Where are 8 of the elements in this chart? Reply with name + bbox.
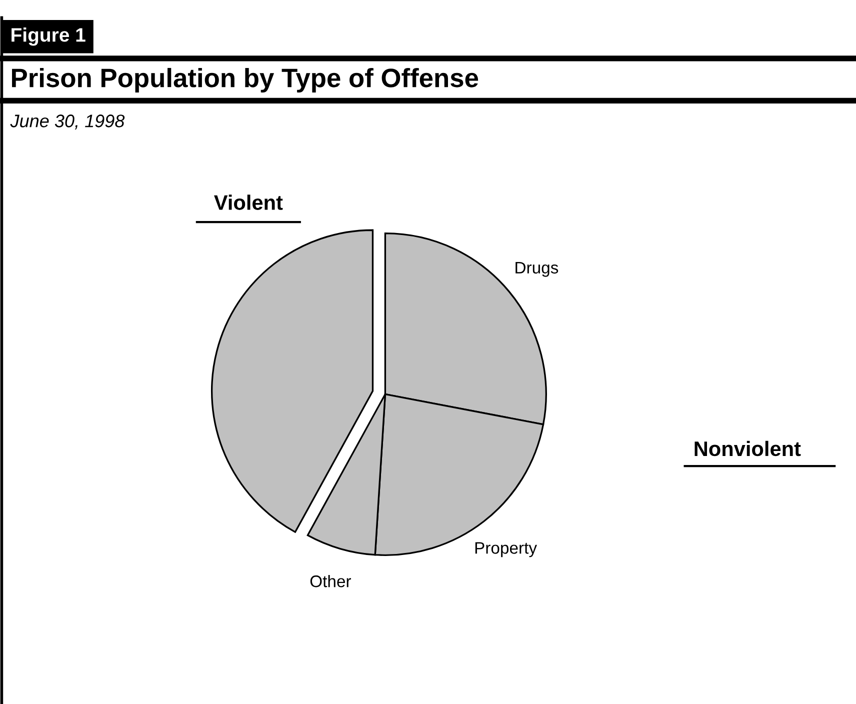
chart-subtitle: June 30, 1998	[10, 114, 125, 130]
text: Nonviolent	[694, 440, 801, 456]
slice-label: Property	[475, 542, 537, 558]
slice-label: Violent	[214, 194, 283, 210]
caption: Figure 1	[12, 28, 86, 46]
slice-label: Other	[310, 574, 351, 588]
chart-title: Prison Population by Type of Offense	[12, 68, 478, 93]
slice-label: Drugs	[516, 262, 558, 277]
